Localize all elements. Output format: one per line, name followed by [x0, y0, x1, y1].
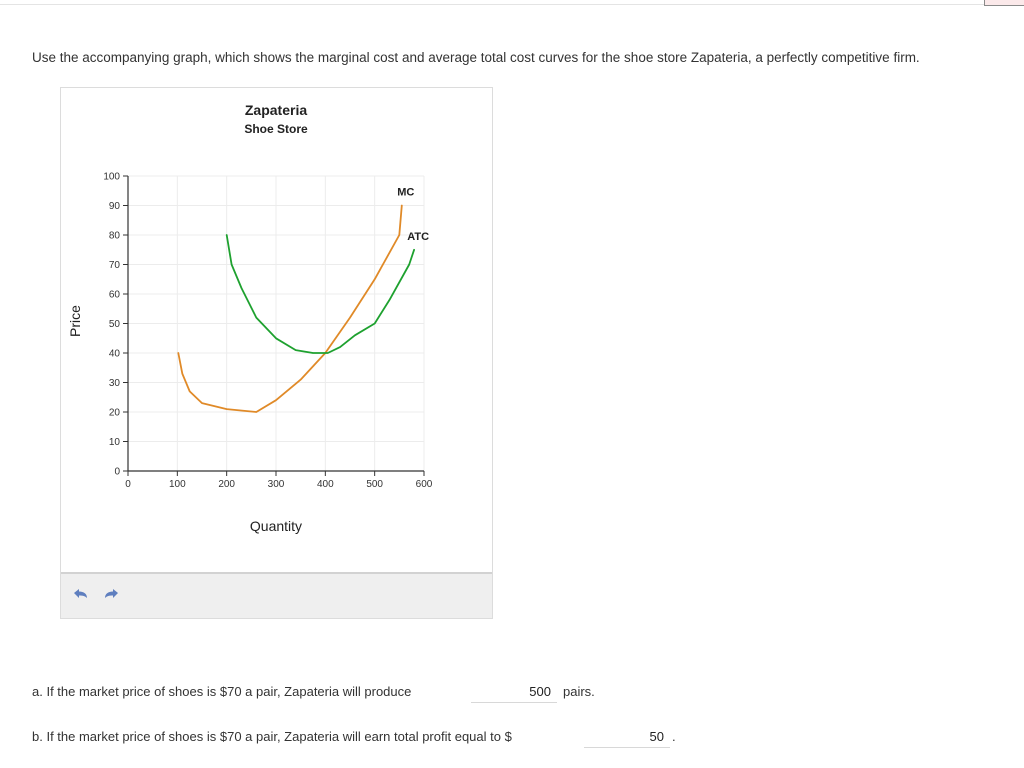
- y-tick-label: 20: [109, 408, 121, 419]
- x-tick-label: 100: [169, 479, 186, 490]
- chart-subtitle: Shoe Store: [244, 122, 308, 136]
- y-tick-label: 30: [109, 378, 121, 389]
- chart-title: Zapateria: [245, 102, 307, 118]
- graph-panel: 0 10 20 30 40 50 60 70 80 90 100 0 100 200 300 400 500 60…: [60, 87, 493, 619]
- part-b-answer-field[interactable]: [584, 726, 670, 748]
- x-tick-label: 0: [125, 479, 131, 490]
- y-tick-label: 50: [109, 319, 121, 330]
- redo-icon[interactable]: [101, 586, 123, 606]
- y-tick-label: 80: [109, 231, 121, 242]
- y-tick-label: 100: [103, 172, 120, 183]
- graph-toolbar: [61, 572, 492, 618]
- corner-tab: [984, 0, 1024, 6]
- x-tick-label: 600: [416, 479, 433, 490]
- y-tick-label: 90: [109, 201, 121, 212]
- part-a-text: a. If the market price of shoes is $70 a…: [32, 684, 412, 699]
- y-tick-label: 60: [109, 290, 121, 301]
- y-tick-label: 10: [109, 437, 121, 448]
- atc-curve: [225, 234, 415, 354]
- x-tick-label: 200: [218, 479, 235, 490]
- mc-curve: [177, 204, 403, 413]
- cost-curves-chart: 0 10 20 30 40 50 60 70 80 90 100 0 100 200 300 400 500 60…: [67, 102, 433, 534]
- x-tick-label: 400: [317, 479, 334, 490]
- part-a-suffix: pairs.: [563, 684, 595, 699]
- y-tick-label: 70: [109, 260, 121, 271]
- mc-label: MC: [397, 187, 414, 199]
- part-b-text: b. If the market price of shoes is $70 a…: [32, 729, 512, 744]
- y-tick-label: 0: [114, 467, 120, 478]
- top-divider: [0, 4, 984, 5]
- part-b-suffix: .: [672, 729, 676, 744]
- grid: [128, 175, 425, 471]
- series-layer: MC ATC: [177, 187, 429, 413]
- y-tick-label: 40: [109, 349, 121, 360]
- axes: 0 10 20 30 40 50 60 70 80 90 100 0 100 200 300 400 500 60…: [103, 172, 432, 491]
- x-tick-label: 500: [366, 479, 383, 490]
- x-axis-label: Quantity: [250, 518, 302, 534]
- atc-label: ATC: [407, 231, 429, 243]
- undo-icon[interactable]: [69, 586, 91, 606]
- part-a-answer-field[interactable]: [471, 681, 557, 703]
- x-tick-label: 300: [268, 479, 285, 490]
- question-intro: Use the accompanying graph, which shows …: [32, 50, 920, 65]
- y-axis-label: Price: [67, 305, 83, 337]
